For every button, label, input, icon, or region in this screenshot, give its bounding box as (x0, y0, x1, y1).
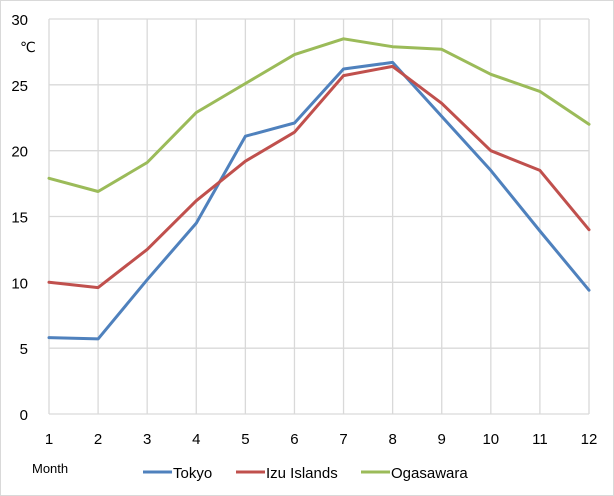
x-tick-label: 10 (482, 431, 499, 448)
x-tick-label: 2 (94, 431, 102, 448)
y-tick-label: 30 (11, 12, 28, 29)
x-tick-label: 7 (339, 431, 347, 448)
y-tick-label: 20 (11, 144, 28, 161)
legend-label: Ogasawara (391, 465, 468, 482)
x-tick-label: 8 (388, 431, 396, 448)
legend-item-tokyo: Tokyo (143, 465, 212, 482)
series-line-ogasawara (47, 37, 591, 193)
gridlines (48, 18, 590, 415)
x-tick-label: 9 (438, 431, 446, 448)
x-tick-label: 6 (290, 431, 298, 448)
y-axis-unit-label: ℃ (20, 40, 36, 56)
x-tick-label: 1 (45, 431, 53, 448)
y-axis-ticks: 0 5 10 15 20 25 30 (11, 12, 28, 424)
y-tick-label: 15 (11, 210, 28, 227)
legend: Tokyo Izu Islands Ogasawara (143, 465, 468, 482)
y-tick-label: 25 (11, 78, 28, 95)
legend-item-izu-islands: Izu Islands (236, 465, 338, 482)
y-tick-label: 5 (20, 341, 28, 358)
x-tick-label: 5 (241, 431, 249, 448)
x-tick-label: 3 (143, 431, 151, 448)
legend-label: Tokyo (173, 465, 212, 482)
x-tick-label: 4 (192, 431, 200, 448)
series-line-tokyo (47, 60, 591, 341)
x-tick-label: 12 (581, 431, 598, 448)
y-tick-label: 0 (20, 407, 28, 424)
y-tick-label: 10 (11, 275, 28, 292)
x-axis-ticks: 1 2 3 4 5 6 7 8 9 10 11 12 (45, 431, 598, 448)
series-line-izu-islands (47, 64, 591, 290)
x-axis-title: Month (32, 461, 68, 476)
x-tick-label: 11 (532, 431, 548, 448)
legend-item-ogasawara: Ogasawara (361, 465, 468, 482)
series-lines (47, 37, 591, 341)
legend-label: Izu Islands (266, 465, 338, 482)
